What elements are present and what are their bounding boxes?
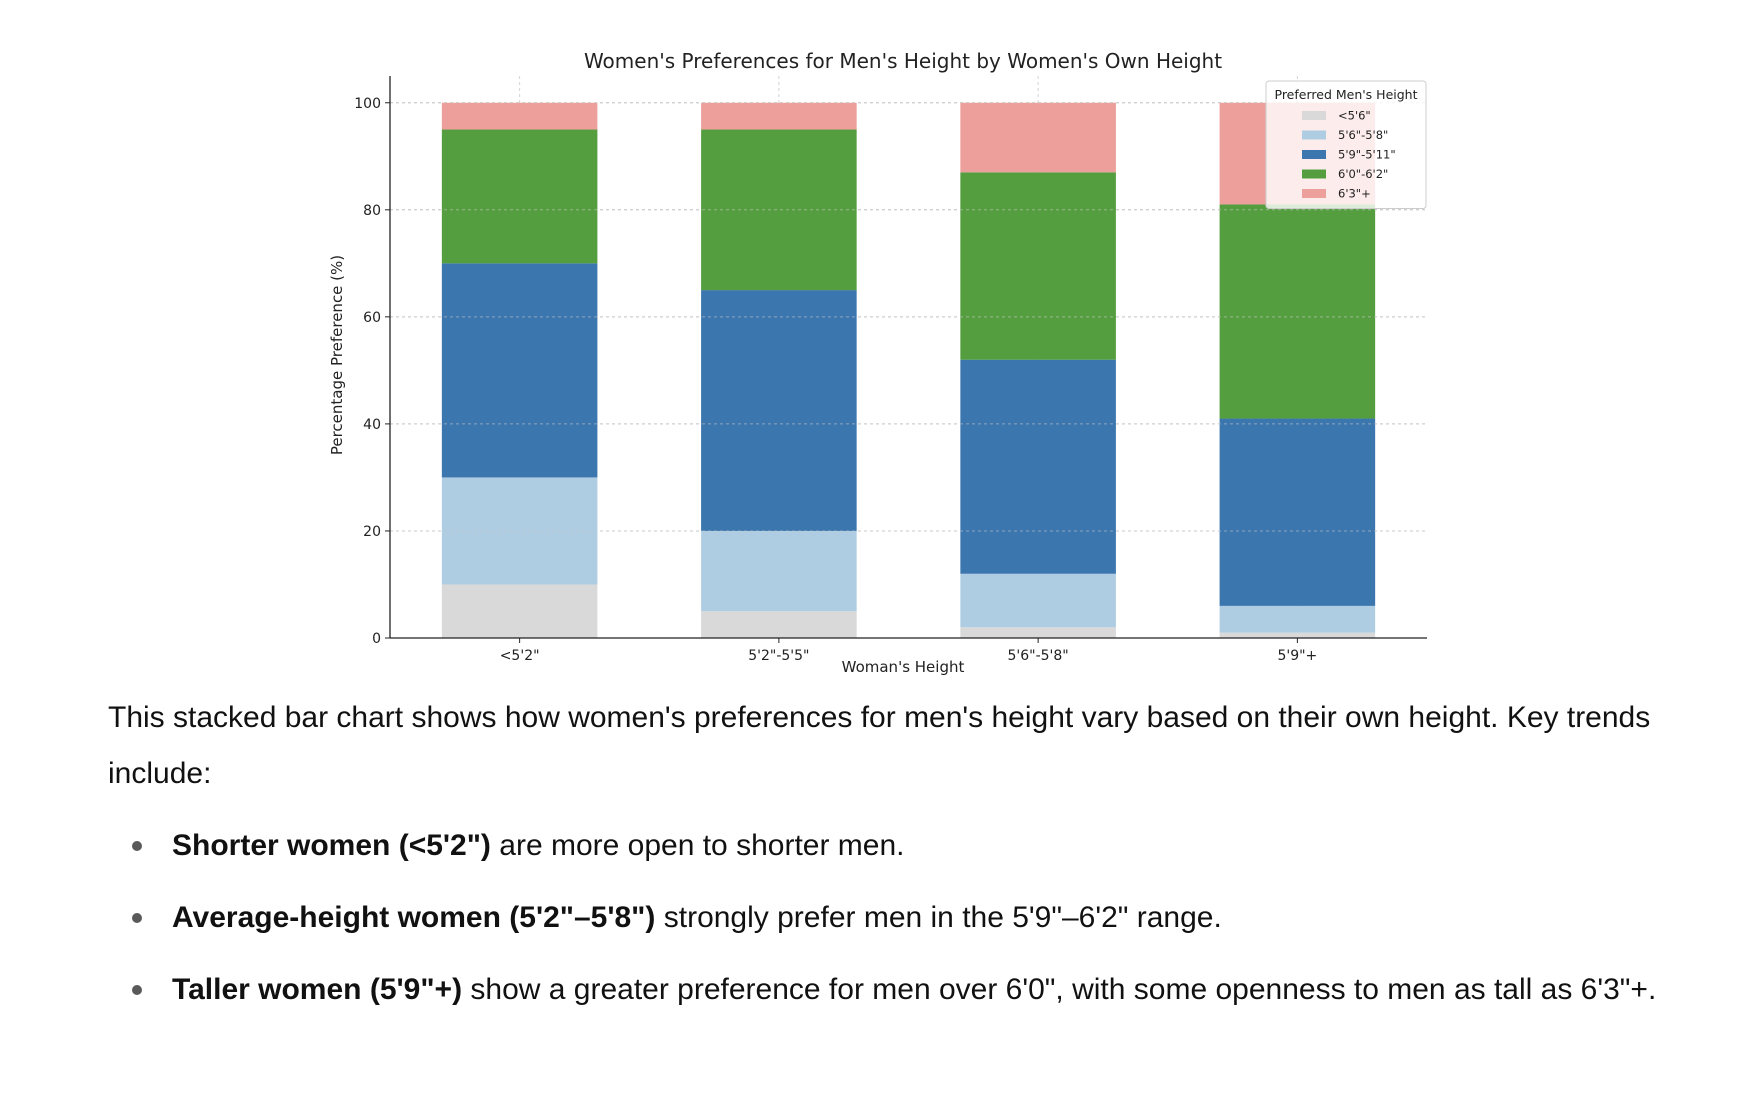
description: This stacked bar chart shows how women's… [108,690,1708,1034]
legend-swatch [1302,111,1326,120]
y-tick-label: 0 [372,631,381,647]
legend-label: 6'3"+ [1338,187,1371,201]
x-tick-label: 5'9"+ [1277,648,1317,664]
bar-segment [701,611,857,638]
bar-segment [960,627,1116,638]
y-tick-label: 60 [363,310,381,326]
intro-paragraph: This stacked bar chart shows how women's… [108,701,1651,790]
stacked-bar-chart: 0 20 40 60 80 100 <5'2" 5'2"-5'5" 5'6"-5'8" 5'9"+… [328,49,1427,676]
chart: 0 20 40 60 80 100 <5'2" 5'2"-5'5" 5'6"-5'8" 5'9"+… [328,49,1427,676]
bars [390,102,1427,639]
y-tick-label: 80 [363,203,381,219]
legend-swatch [1302,169,1326,179]
list-item: Average-height women (5'2"–5'8") strongl… [108,890,1708,946]
y-axis-label: Percentage Preference (%) [328,255,346,455]
legend-swatch [1302,150,1326,159]
list-item: Shorter women (<5'2") are more open to s… [108,818,1708,874]
list-item-bold: Shorter women (<5'2") [172,829,491,862]
bar-segment [1219,204,1376,419]
bullet-dot-icon [132,985,142,995]
bar-segment [441,102,598,130]
x-tick-label: 5'6"-5'8" [1007,648,1068,664]
bar-segment [441,477,598,585]
list-item: Taller women (5'9"+) show a greater pref… [108,962,1708,1018]
legend-swatch [1302,130,1326,140]
bar-segment [1219,605,1376,633]
bar-segment [1219,632,1376,638]
key-trends-list: Shorter women (<5'2") are more open to s… [108,818,1708,1018]
bar-segment [1219,418,1376,606]
list-item-bold: Average-height women (5'2"–5'8") [172,901,656,934]
y-tick-label: 40 [363,417,381,433]
bar-segment [701,129,857,291]
bullet-dot-icon [132,913,142,923]
bar-segment [441,584,598,638]
list-item-bold: Taller women (5'9"+) [172,973,463,1006]
y-tick-label: 100 [354,96,381,112]
legend-label: <5'6" [1338,109,1371,123]
bar-segment [441,129,598,264]
chart-title: Women's Preferences for Men's Height by … [584,49,1222,73]
legend-label: 5'9"-5'11" [1338,148,1396,162]
list-item-text: strongly prefer men in the 5'9"–6'2" ran… [655,901,1222,934]
legend-swatch [1302,189,1326,198]
axes: 0 20 40 60 80 100 <5'2" 5'2"-5'5" 5'6"-5'8" 5'9"+ [354,76,1427,664]
list-item-text: show a greater preference for men over 6… [462,973,1657,1006]
bar-segment [960,102,1116,173]
bar-segment [701,102,857,130]
list-item-text: are more open to shorter men. [490,829,905,862]
legend: Preferred Men's Height <5'6" 5'6"-5'8" 5'9"… [1265,80,1427,209]
bar-segment [701,530,857,612]
legend-title: Preferred Men's Height [1275,87,1418,102]
bar-segment [960,172,1116,360]
legend-label: 6'0"-6'2" [1338,167,1388,181]
x-axis-label: Woman's Height [842,658,965,676]
bar-segment [960,573,1116,628]
legend-label: 5'6"-5'8" [1338,128,1388,142]
x-tick-label: <5'2" [500,648,540,664]
bar-segment [441,263,598,478]
x-tick-label: 5'2"-5'5" [748,648,809,664]
bar-segment [701,290,857,531]
bullet-dot-icon [132,841,142,851]
bar-segment [960,359,1116,574]
y-tick-label: 20 [363,524,381,540]
